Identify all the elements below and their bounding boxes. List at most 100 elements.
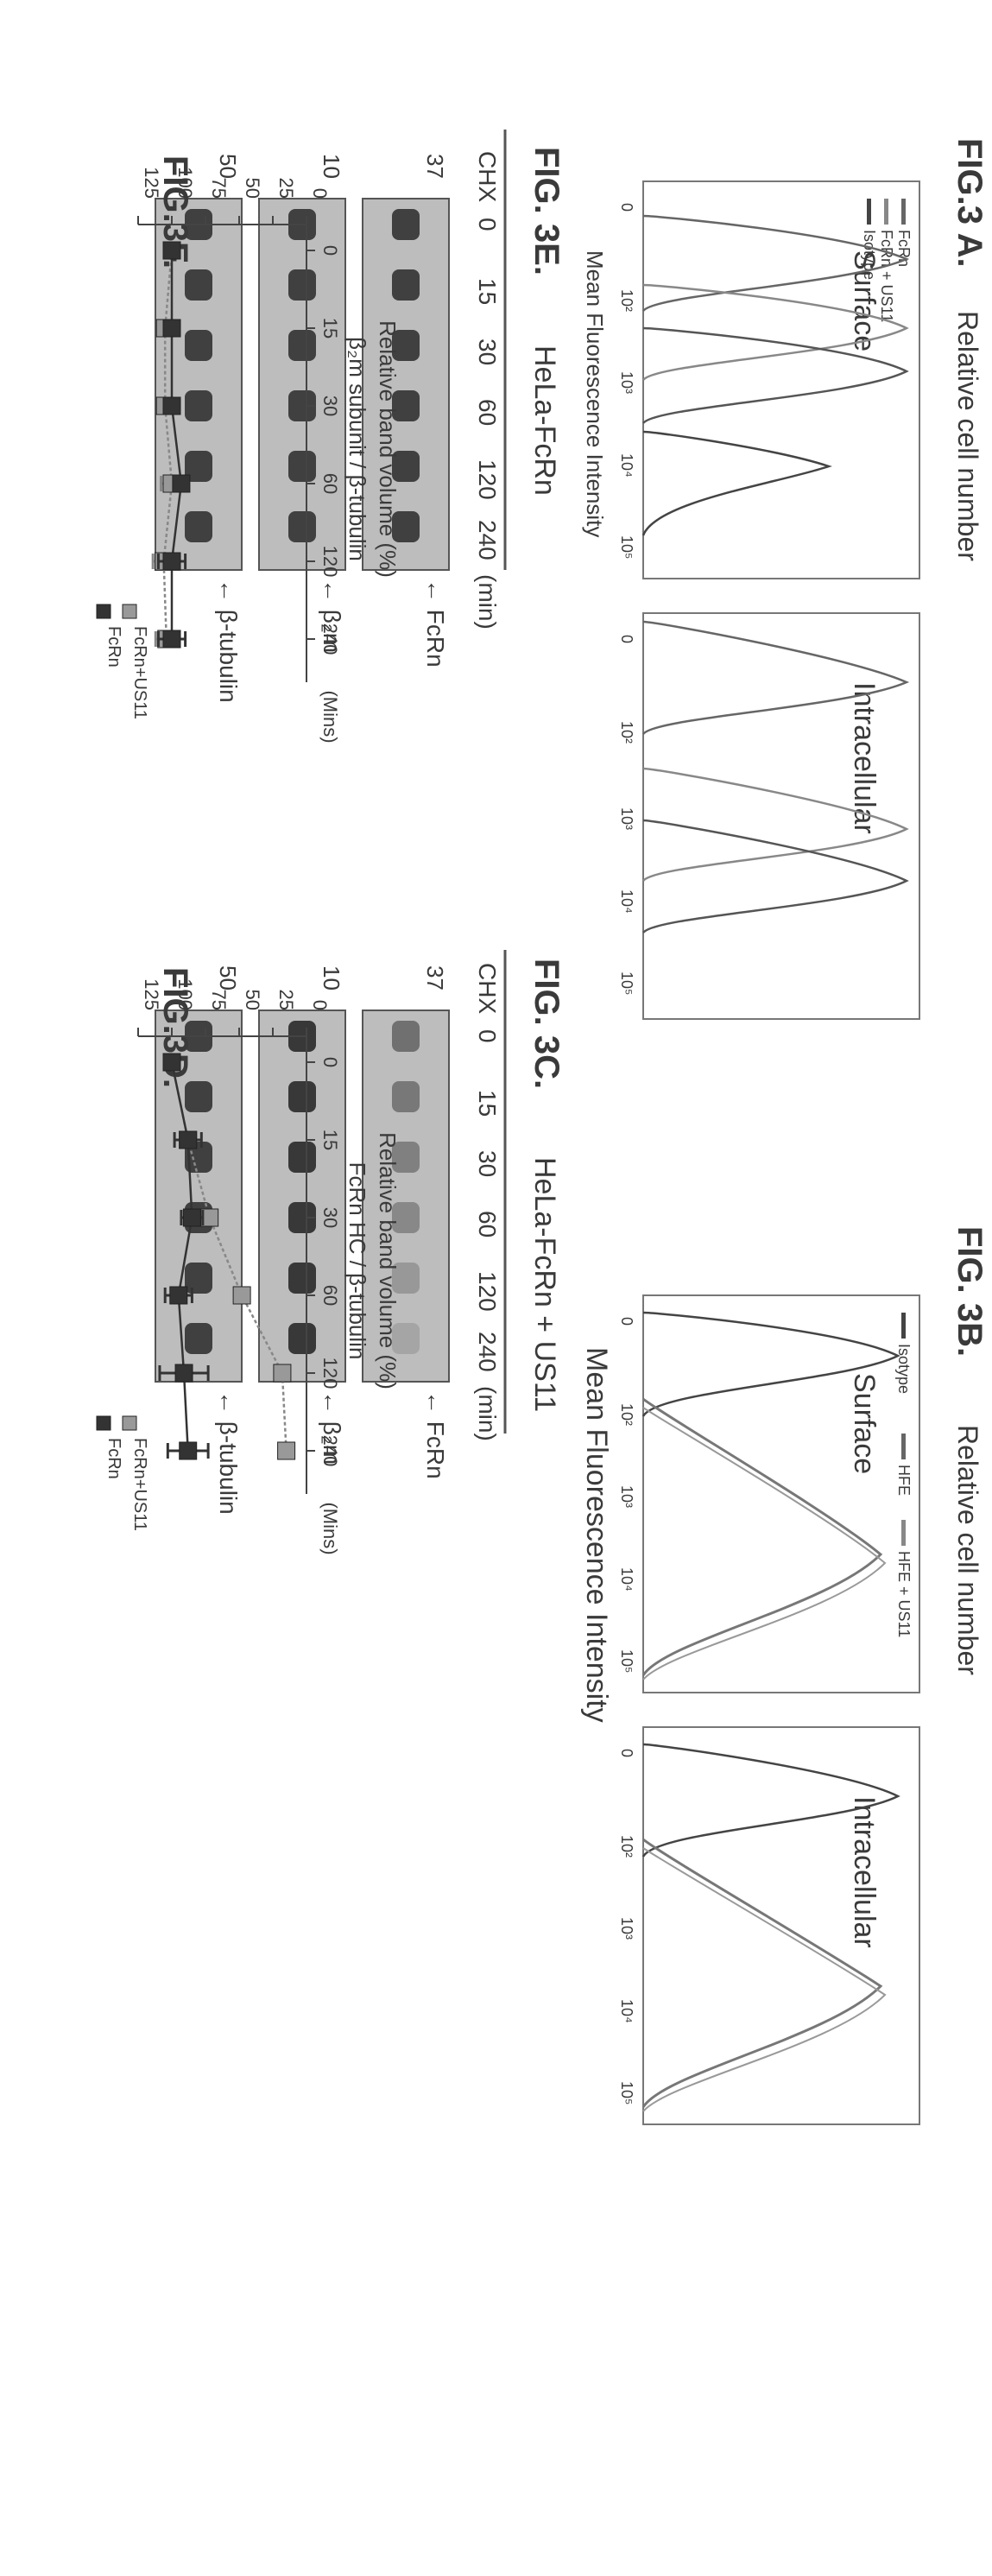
fig3a-ylabel: Relative cell number [952,311,983,561]
xtick: 10⁴ [618,1999,635,2023]
lane-header-wrap: 240 [474,520,501,560]
data-point [273,1364,292,1383]
fig3a-xlabel: Mean Fluorescence Intensity [582,250,608,537]
y-axis-title-2-wrap: FcRn HC / β-tubulin [344,1162,370,1360]
xtick: 10² [618,1403,635,1426]
blot-band [288,1263,316,1294]
lane-header-wrap: 240 [474,1332,501,1372]
y-tick-label-wrap: 75 [208,990,230,1010]
x-tick-label: 15 [319,318,341,339]
fig3a-group: FIG.3 A. [951,138,989,268]
data-point [172,474,191,493]
data-point [162,241,181,260]
band-label: ← FcRn [422,1390,449,1479]
x-tick-label-wrap: 60 [319,473,341,494]
lane-header-unit: (min) [474,574,501,630]
mw-marker-wrap: 50 [215,965,241,991]
lane-header: 15 [474,278,501,305]
y-tick-label-wrap: 75 [208,178,230,199]
blot-membrane [155,198,243,571]
fig3a-label: FIG.3 A. [951,138,989,268]
x-tick-label-wrap: 30 [319,396,341,416]
blot-band [288,511,316,542]
x-tick-label: 240 [319,623,341,655]
fig3b-intra-peak-2 [641,1838,883,2108]
x-axis-label: (Mins) [319,690,341,743]
band-label: ← β₂m [319,579,345,653]
lane-header-wrap: 120 [474,459,501,500]
fig3b-xlabel: Mean Fluorescence Intensity [580,1347,613,1723]
xtick: 10³ [618,1917,635,1940]
y-tick-label-wrap: 0 [309,188,331,199]
x-tick-label: 120 [319,1358,341,1389]
y-axis-title-wrap: Relative band volume (%) [375,320,401,578]
xtick: 10⁴ [618,889,635,914]
fig3c-blot: CHX 0 15 30 60 120 240 (min) 37 ← FcRn 10 ← β₂m 50 ← … [155,963,501,1515]
blot-band [288,269,316,301]
y-tick-label: 0 [309,188,331,199]
x-axis-label-wrap: (Mins) [319,1502,341,1554]
fig3b-intra-peak-1 [641,1743,900,1858]
fig3b-surface-title: Surface [848,1373,881,1474]
y-tick-label: 50 [242,178,263,199]
legend-3b-2: HFE [895,1465,913,1496]
series-line [170,1061,287,1452]
lane-header-chx-wrap: CHX [474,963,501,1014]
xtick: 0 [618,1317,635,1326]
x-tick-label: 120 [319,546,341,578]
blot-band [392,330,420,361]
band-label: ← β₂m [319,1390,345,1465]
mw-marker: 37 [422,965,448,991]
fig3a-intra-peak-1 [642,620,910,735]
legend-swatch [122,604,137,619]
blot-membrane [258,198,346,571]
legend-swatch [96,604,111,619]
y-tick-label: 25 [275,990,297,1010]
lane-header: 240 [474,520,501,560]
blot-band [185,1323,212,1354]
mw-marker: 50 [215,965,241,991]
mw-marker: 37 [422,154,448,179]
lane-header-wrap: 0 [474,1029,501,1043]
y-axis-title-wrap: Relative band volume (%) [375,1132,401,1389]
y-axis-title-2: FcRn HC / β-tubulin [344,1162,370,1360]
fig3c-label: FIG. 3C. [528,959,566,1089]
y-tick-label: 75 [208,178,230,199]
blot-band [288,1142,316,1173]
mw-marker-wrap: 37 [422,154,448,179]
lane-header-wrap: 60 [474,399,501,426]
y-tick-label-wrap: 25 [275,990,297,1010]
y-tick-label-wrap: 100 [174,978,196,1010]
xtick: 10² [618,721,635,744]
xtick: 0 [618,203,635,212]
fig3e-label: FIG. 3E. [528,147,566,275]
lane-header: 0 [474,1029,501,1043]
lane-header: 240 [474,1332,501,1372]
blot-band [392,1323,420,1354]
legend-3b-1: Isotype [895,1344,913,1394]
fig3b-surface-peak-3 [642,1407,887,1680]
xtick: 10⁵ [618,972,635,995]
legend-label-wrap: FcRn+US11 [130,1438,149,1531]
legend-3a-3: Isotype [861,230,878,280]
fig3b-intra-frame [642,1726,920,2125]
mw-marker-wrap: 37 [422,965,448,991]
legend-swatch [96,1415,111,1431]
data-point [182,1208,201,1227]
y-tick-label: 25 [275,178,297,199]
blot-band [392,1263,420,1294]
blot-band [185,1142,212,1173]
legend-label: FcRn+US11 [130,626,149,719]
legend-label: FcRn+US11 [130,1438,149,1531]
lane-header-chx: CHX [474,151,501,202]
x-tick-label-wrap: 240 [319,1435,341,1467]
data-point [162,1053,181,1072]
fig3b-surface-frame [642,1294,920,1693]
x-axis-label: (Mins) [319,1502,341,1554]
blot-band [392,390,420,421]
fig3a-intra-xticks: 0 10² 10³ 10⁴ 10⁵ [618,635,635,995]
lane-header-wrap: 30 [474,1150,501,1177]
y-axis-title: Relative band volume (%) [375,1132,401,1389]
